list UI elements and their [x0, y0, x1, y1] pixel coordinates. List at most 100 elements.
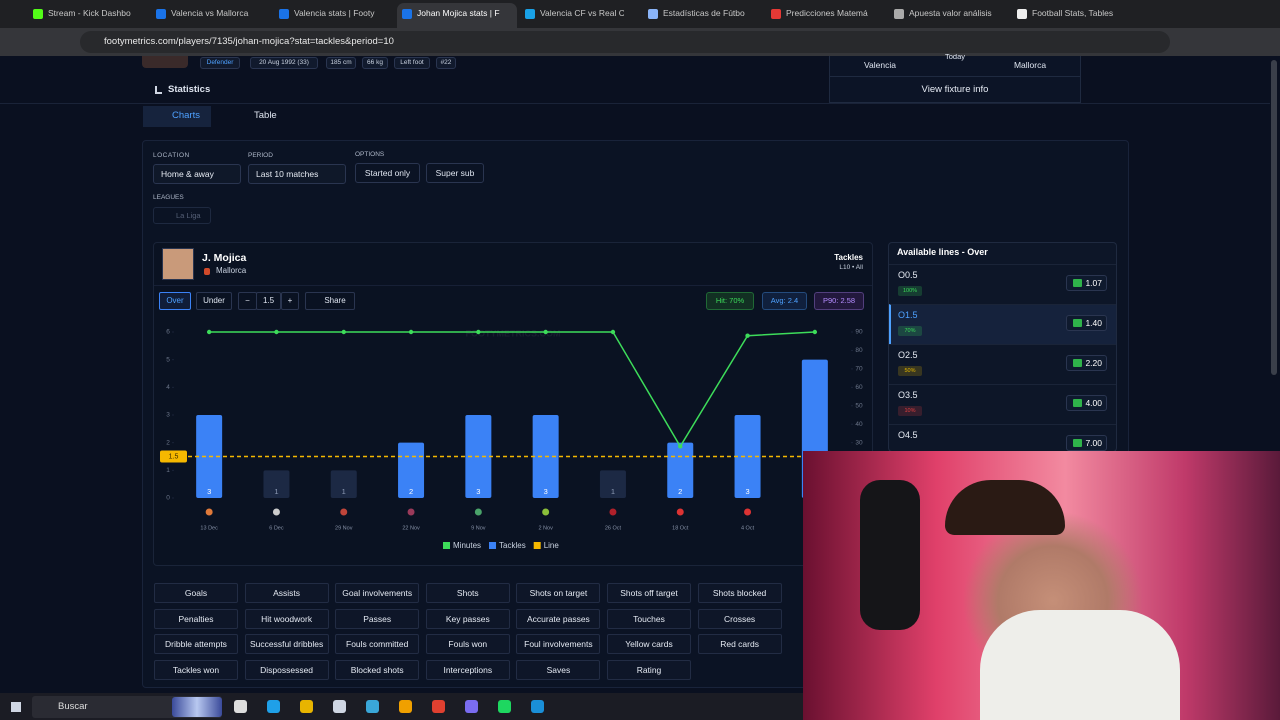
share-button[interactable]: Share — [305, 292, 355, 310]
stat-name: Tackles — [834, 253, 863, 262]
bookmaker-icon — [1073, 319, 1082, 327]
stat-button[interactable]: Blocked shots — [335, 659, 420, 680]
tab-strip — [0, 0, 1280, 28]
stat-button[interactable]: Foul involvements — [516, 634, 601, 655]
hit-badge: 10% — [898, 406, 922, 416]
hit-badge: 50% — [898, 366, 922, 376]
taskbar-app[interactable] — [234, 700, 247, 713]
bar — [330, 470, 357, 498]
view-tab-label[interactable]: Table — [254, 110, 277, 121]
bar — [263, 470, 290, 498]
view-tab-label: Charts — [172, 110, 200, 121]
stat-button[interactable]: Saves — [516, 659, 601, 680]
y-tick-label: 4 — [166, 384, 170, 391]
line-row[interactable] — [889, 344, 1116, 384]
bar-value-label: 3 — [745, 487, 749, 496]
taskbar-app[interactable] — [465, 700, 478, 713]
stat-button[interactable]: Shots blocked — [697, 583, 782, 603]
stat-button[interactable]: Hit woodwork — [244, 608, 329, 629]
line-name: O1.5 — [898, 310, 918, 320]
url: footymetrics.com/players/7135/johan-moji… — [104, 36, 394, 47]
player-name: J. Mojica — [202, 252, 247, 264]
taskbar-app[interactable] — [432, 700, 445, 713]
taskbar-app[interactable] — [267, 700, 280, 713]
taskbar-app[interactable] — [498, 700, 511, 713]
player-chip: Defender — [200, 57, 240, 69]
view-tab[interactable] — [143, 106, 211, 127]
filter-label: LOCATION — [153, 152, 190, 159]
team-icon — [542, 508, 550, 516]
x-tick-label: 9 Nov — [471, 525, 486, 531]
player-chip: 185 cm — [326, 57, 356, 69]
stat-button[interactable]: Goal involvements — [335, 583, 420, 603]
line-row[interactable] — [889, 264, 1116, 304]
line-row[interactable] — [889, 384, 1116, 424]
taskbar-app[interactable] — [300, 700, 313, 713]
scrollbar — [1271, 60, 1277, 375]
search-text: Buscar — [58, 701, 88, 712]
stat-pill: Hit: 70% — [706, 292, 754, 310]
taskbar-app[interactable] — [531, 700, 544, 713]
tab-title: Predicciones Matemá — [786, 8, 868, 18]
stat-button[interactable]: Successful dribbles — [244, 634, 329, 655]
stat-button[interactable]: Interceptions — [425, 659, 510, 680]
line-row[interactable] — [889, 424, 1116, 464]
tab-favicon — [894, 9, 904, 19]
stat-button[interactable]: Touches — [607, 608, 691, 629]
step-button[interactable]: + — [281, 292, 299, 310]
stat-button[interactable]: Passes — [335, 608, 420, 629]
stat-button[interactable]: Tackles won — [154, 659, 238, 680]
stat-button[interactable]: Penalties — [154, 608, 238, 629]
filter-button[interactable]: Super sub — [426, 163, 484, 183]
stat-button[interactable]: Rating — [607, 659, 691, 680]
bar-value-label: 1 — [611, 487, 615, 496]
team-icon — [204, 268, 210, 275]
mode-button[interactable]: Under — [196, 292, 232, 310]
fixture-link[interactable]: View fixture info — [921, 84, 989, 95]
fixture-time: Today — [944, 54, 965, 61]
taskbar-app[interactable] — [366, 700, 379, 713]
tab-favicon — [156, 9, 166, 19]
mode-button[interactable]: Over — [159, 292, 191, 310]
stat-pill: P90: 2.58 — [814, 292, 864, 310]
league-chip[interactable]: La Liga — [153, 207, 211, 224]
bookmaker-icon — [1073, 439, 1082, 447]
team-icon — [272, 508, 280, 516]
taskbar-app[interactable] — [399, 700, 412, 713]
filter-button[interactable]: Started only — [355, 163, 420, 183]
player-chip: #22 — [436, 57, 456, 69]
stat-button[interactable]: Crosses — [697, 608, 782, 629]
select[interactable]: Last 10 matches — [248, 164, 346, 184]
stat-button[interactable]: Dispossessed — [244, 659, 329, 680]
player-chip: Left foot — [394, 57, 430, 69]
stat-button[interactable]: Fouls committed — [335, 634, 420, 655]
filter-label: LEAGUES — [153, 194, 184, 201]
tab-favicon — [402, 9, 412, 19]
stat-button[interactable]: Dribble attempts — [154, 634, 238, 655]
stat-button[interactable]: Red cards — [697, 634, 782, 655]
stat-button[interactable]: Shots off target — [607, 583, 691, 603]
threshold-label: 1.5 — [169, 453, 179, 460]
address-bar[interactable] — [80, 31, 1170, 53]
stat-button[interactable]: Assists — [244, 583, 329, 603]
stat-button[interactable]: Accurate passes — [516, 608, 601, 629]
stat-button[interactable]: Fouls won — [425, 634, 510, 655]
stat-button[interactable]: Yellow cards — [607, 634, 691, 655]
y2-tick-label: 30 — [855, 439, 863, 446]
line-input[interactable]: 1.5 — [256, 292, 281, 310]
taskbar-app[interactable] — [333, 700, 346, 713]
x-tick-label: 6 Dec — [269, 525, 284, 531]
stat-button[interactable]: Shots — [425, 583, 510, 603]
search-art — [172, 697, 222, 717]
stat-button[interactable]: Shots on target — [516, 583, 601, 603]
minutes-point — [341, 329, 346, 335]
stat-button[interactable]: Key passes — [425, 608, 510, 629]
team-icon — [340, 508, 348, 516]
x-tick-label: 26 Oct — [605, 525, 622, 531]
webcam-shirt — [980, 610, 1180, 720]
start-button[interactable] — [11, 702, 21, 712]
stat-button[interactable]: Goals — [154, 583, 238, 603]
select[interactable]: Home & away — [153, 164, 241, 184]
webcam-hair — [945, 480, 1065, 535]
browser-tab[interactable] — [397, 3, 517, 28]
